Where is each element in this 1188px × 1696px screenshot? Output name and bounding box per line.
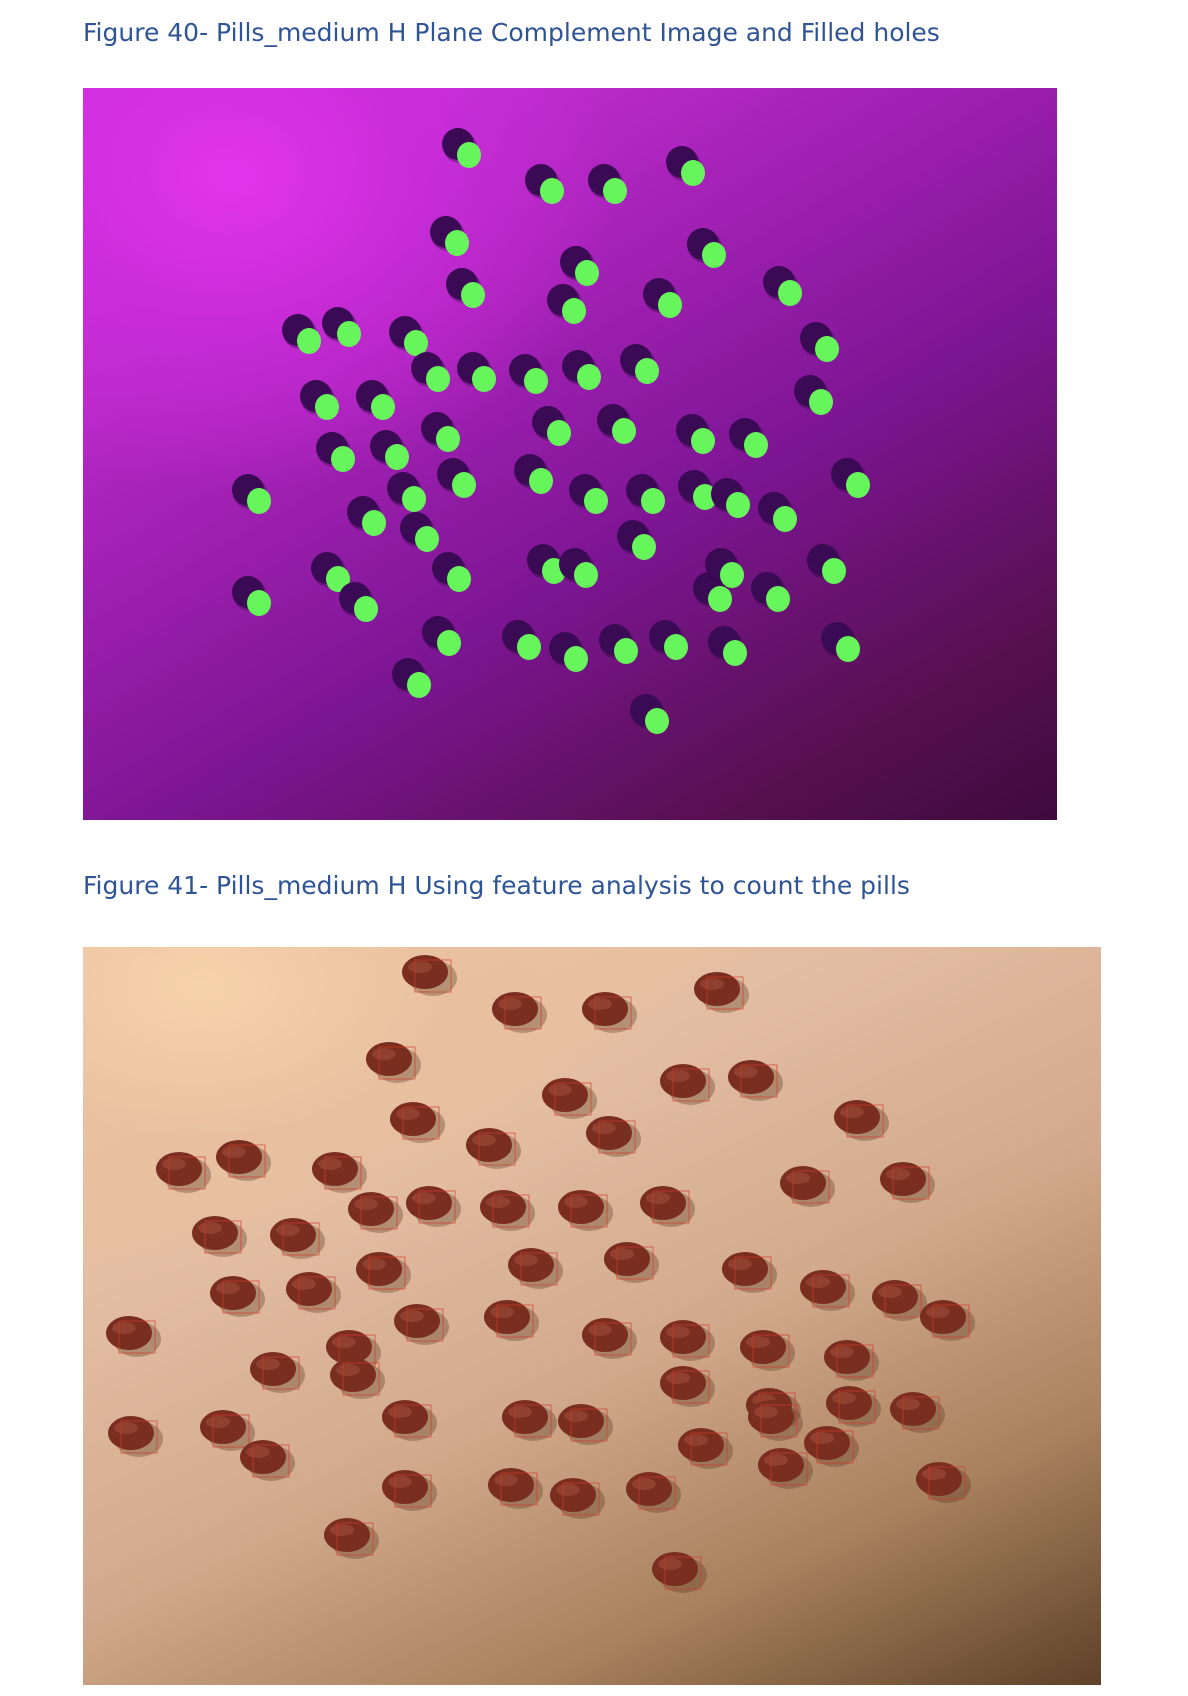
- figure-41-caption: Figure 41- Pills_medium H Using feature …: [83, 871, 910, 900]
- pills-feature-analysis-image: [106, 955, 975, 1593]
- pills-complement-image: [232, 128, 870, 734]
- figure-40-caption: Figure 40- Pills_medium H Plane Compleme…: [83, 18, 940, 47]
- figure-41-image: [83, 947, 1101, 1685]
- figure-40-image: [83, 88, 1057, 820]
